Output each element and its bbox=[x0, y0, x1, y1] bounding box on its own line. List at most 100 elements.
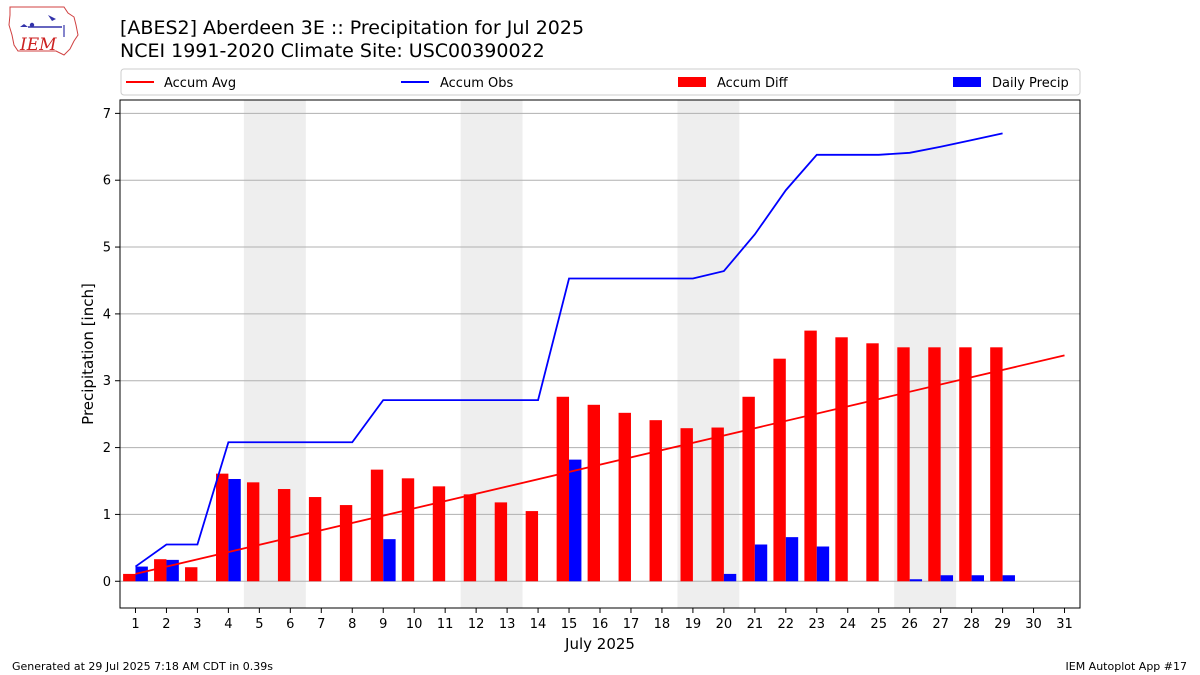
accum-diff-bar bbox=[277, 489, 291, 582]
y-tick-label: 5 bbox=[103, 241, 111, 256]
accum-obs-line bbox=[134, 132, 1003, 568]
x-tick-label: 2 bbox=[162, 617, 170, 632]
accum-diff-bar bbox=[649, 420, 662, 582]
x-tick-label: 29 bbox=[994, 617, 1011, 632]
accum-diff-bar bbox=[835, 337, 848, 582]
y-tick-label: 4 bbox=[103, 307, 111, 322]
x-tick-label: 23 bbox=[809, 617, 826, 632]
daily-precip-bar bbox=[228, 478, 241, 582]
x-tick-label: 18 bbox=[654, 617, 671, 632]
x-tick-label: 16 bbox=[592, 617, 609, 632]
accum-diff-bar bbox=[990, 347, 1003, 582]
x-tick-label: 22 bbox=[778, 617, 795, 632]
y-tick-label: 2 bbox=[103, 441, 111, 456]
x-tick-label: 7 bbox=[317, 617, 325, 632]
x-tick-label: 11 bbox=[437, 617, 454, 632]
accum-diff-bar bbox=[246, 482, 260, 582]
accum-diff-bar bbox=[897, 347, 910, 582]
y-tick-label: 7 bbox=[103, 107, 111, 122]
x-tick-label: 14 bbox=[530, 617, 547, 632]
x-tick-label: 21 bbox=[747, 617, 764, 632]
accum-diff-bar bbox=[804, 330, 817, 582]
legend-swatch-accum-diff bbox=[678, 77, 706, 87]
x-tick-label: 8 bbox=[348, 617, 356, 632]
accum-diff-bar bbox=[525, 511, 539, 582]
x-tick-label: 1 bbox=[131, 617, 139, 632]
y-axis-label: Precipitation [inch] bbox=[79, 283, 97, 425]
accum-diff-bar bbox=[556, 396, 570, 582]
legend: Accum Avg Accum Obs Accum Diff Daily Pre… bbox=[120, 68, 1081, 96]
accum-diff-bar bbox=[742, 396, 755, 582]
footer-app: IEM Autoplot App #17 bbox=[1065, 660, 1188, 673]
accum-diff-bar bbox=[711, 427, 724, 582]
accum-diff-bar bbox=[773, 358, 786, 582]
x-tick-label: 31 bbox=[1056, 617, 1073, 632]
legend-label-daily-precip: Daily Precip bbox=[992, 76, 1069, 91]
accum-diff-bar bbox=[339, 505, 353, 582]
daily-precip-bar bbox=[723, 573, 737, 582]
daily-precip-bar bbox=[135, 566, 148, 582]
legend-label-accum-avg: Accum Avg bbox=[164, 76, 236, 91]
daily-precip-bar bbox=[166, 559, 179, 582]
x-tick-label: 6 bbox=[286, 617, 294, 632]
x-tick-label: 15 bbox=[561, 617, 578, 632]
accum-avg-line bbox=[135, 354, 1065, 575]
footer-generated: Generated at 29 Jul 2025 7:18 AM CDT in … bbox=[12, 660, 273, 673]
daily-precip-bar bbox=[971, 575, 984, 582]
x-tick-label: 24 bbox=[839, 617, 856, 632]
x-axis-label: July 2025 bbox=[564, 635, 635, 653]
x-tick-label: 20 bbox=[716, 617, 733, 632]
y-tick-label: 0 bbox=[103, 575, 111, 590]
y-tick-label: 6 bbox=[103, 174, 111, 189]
x-tick-label: 5 bbox=[255, 617, 263, 632]
x-tick-label: 19 bbox=[685, 617, 702, 632]
x-tick-label: 28 bbox=[963, 617, 980, 632]
x-tick-label: 13 bbox=[499, 617, 516, 632]
accum-diff-bar bbox=[216, 473, 229, 582]
accum-diff-bar bbox=[587, 404, 600, 582]
accum-diff-bar bbox=[154, 559, 167, 582]
x-tick-label: 27 bbox=[932, 617, 949, 632]
x-tick-label: 4 bbox=[224, 617, 232, 632]
legend-label-accum-obs: Accum Obs bbox=[440, 76, 513, 91]
legend-frame bbox=[120, 68, 1081, 96]
daily-precip-bar bbox=[816, 546, 830, 582]
daily-precip-bar bbox=[940, 575, 954, 582]
accum-diff-bar bbox=[308, 497, 322, 582]
accum-diff-bar bbox=[680, 428, 693, 582]
x-tick-label: 25 bbox=[870, 617, 887, 632]
x-tick-label: 17 bbox=[623, 617, 640, 632]
accum-diff-bar bbox=[401, 478, 415, 582]
legend-swatch-daily-precip bbox=[953, 77, 981, 87]
iem-logo: IEM bbox=[8, 6, 79, 56]
accum-diff-bar bbox=[185, 567, 198, 582]
y-tick-label: 1 bbox=[103, 508, 111, 523]
accum-diff-bar bbox=[866, 343, 879, 582]
x-tick-label: 12 bbox=[468, 617, 485, 632]
daily-precip-bar bbox=[383, 539, 396, 582]
y-tick-label: 3 bbox=[103, 374, 111, 389]
accum-diff-bar bbox=[618, 412, 631, 582]
chart-title: [ABES2] Aberdeen 3E :: Precipitation for… bbox=[120, 17, 585, 39]
accum-diff-bar bbox=[370, 469, 384, 582]
accum-diff-bar bbox=[928, 347, 941, 582]
logo-text: IEM bbox=[19, 35, 57, 55]
accum-diff-bar bbox=[959, 347, 972, 582]
daily-precip-bar bbox=[1002, 575, 1015, 582]
x-tick-label: 30 bbox=[1025, 617, 1042, 632]
daily-precip-bar bbox=[569, 459, 582, 582]
daily-precip-bar bbox=[785, 537, 799, 582]
daily-precip-bar bbox=[909, 579, 923, 582]
accum-diff-bar bbox=[463, 494, 477, 582]
x-tick-label: 3 bbox=[193, 617, 201, 632]
x-tick-label: 10 bbox=[406, 617, 423, 632]
legend-label-accum-diff: Accum Diff bbox=[717, 76, 789, 91]
accum-diff-bar bbox=[123, 573, 136, 582]
accum-diff-bar bbox=[432, 486, 446, 582]
x-tick-label: 26 bbox=[901, 617, 918, 632]
daily-precip-bar bbox=[754, 544, 768, 582]
accum-diff-bar bbox=[494, 502, 508, 582]
x-tick-label: 9 bbox=[379, 617, 387, 632]
chart-subtitle: NCEI 1991-2020 Climate Site: USC00390022 bbox=[120, 40, 545, 62]
